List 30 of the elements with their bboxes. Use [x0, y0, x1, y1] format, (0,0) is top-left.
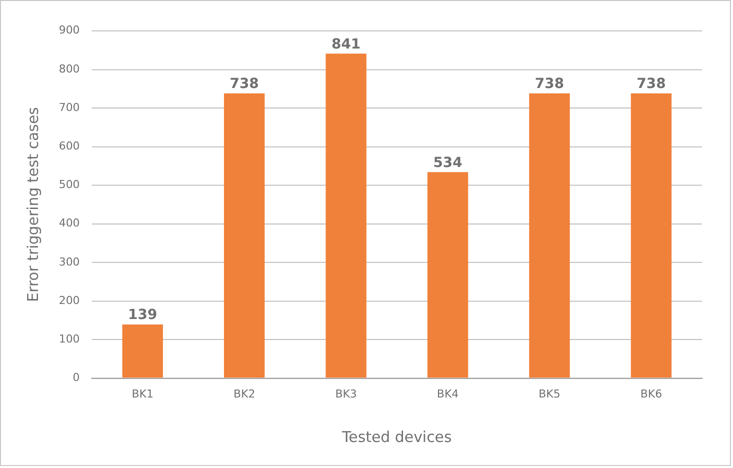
y-tick-label: 900	[58, 24, 80, 37]
x-tick-label: BK4	[436, 388, 459, 401]
x-tick-label: BK1	[132, 388, 154, 401]
data-label: 139	[128, 307, 158, 324]
x-tick-label: BK3	[335, 388, 357, 401]
data-label: 841	[331, 36, 361, 52]
y-tick-label: 400	[58, 216, 80, 230]
y-tick-label: 0	[72, 371, 80, 384]
data-label: 738	[636, 76, 666, 92]
bar	[529, 93, 570, 378]
y-tick-label: 500	[58, 178, 80, 192]
bar	[427, 172, 468, 378]
y-axis-title: Error triggering test cases	[24, 106, 42, 302]
bar	[326, 54, 366, 378]
data-label: 738	[230, 76, 259, 92]
x-tick-label: BK5	[538, 388, 560, 401]
data-label: 534	[433, 154, 463, 171]
y-tick-label: 700	[58, 100, 80, 114]
bar	[224, 93, 265, 378]
x-axis-title: Tested devices	[341, 428, 452, 446]
data-label: 738	[534, 76, 564, 92]
y-tick-label: 300	[58, 255, 80, 268]
y-tick-label: 100	[58, 332, 80, 346]
x-tick-label: BK2	[233, 388, 256, 401]
x-tick-label: BK6	[640, 388, 662, 401]
y-tick-label: 200	[58, 294, 80, 307]
bar	[122, 324, 163, 378]
bar	[630, 93, 672, 378]
y-tick-label: 600	[58, 139, 80, 152]
y-tick-label: 800	[58, 62, 80, 76]
